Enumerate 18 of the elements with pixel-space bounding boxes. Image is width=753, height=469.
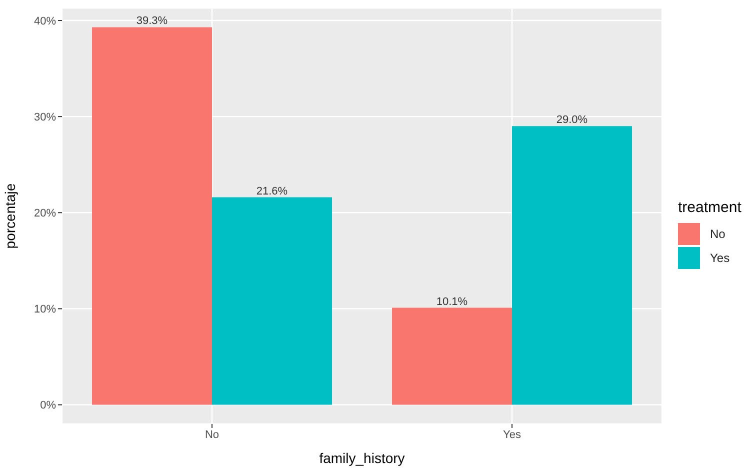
data-label: 10.1% (436, 296, 468, 308)
data-label: 29.0% (556, 114, 588, 126)
legend-label: No (710, 227, 726, 241)
bar (212, 197, 332, 405)
y-tick-label: 20% (34, 208, 56, 220)
x-axis-title: family_history (319, 450, 405, 466)
legend-title: treatment (678, 199, 742, 216)
y-axis-title: porcentaje (2, 183, 18, 249)
y-tick-label: 40% (34, 15, 56, 28)
legend-label: Yes (710, 251, 730, 265)
bar (512, 126, 632, 405)
y-tick-label: 0% (40, 400, 56, 412)
data-label: 21.6% (256, 185, 288, 198)
y-tick-label: 30% (34, 111, 56, 124)
y-tick-label: 10% (34, 304, 56, 316)
bar (92, 27, 212, 405)
bar (392, 308, 512, 405)
data-label: 39.3% (136, 15, 168, 28)
